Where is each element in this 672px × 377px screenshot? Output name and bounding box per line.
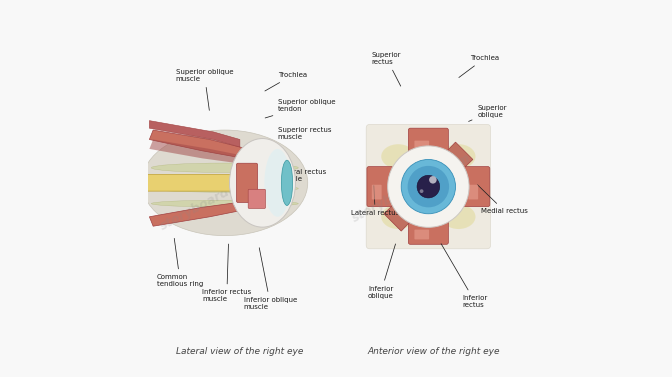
Polygon shape <box>149 130 247 158</box>
FancyBboxPatch shape <box>372 185 382 199</box>
FancyBboxPatch shape <box>248 189 265 208</box>
Text: Superior rectus
muscle: Superior rectus muscle <box>261 127 331 144</box>
Ellipse shape <box>230 139 296 227</box>
FancyBboxPatch shape <box>367 167 393 207</box>
FancyBboxPatch shape <box>409 218 448 244</box>
Text: Anterior view of the right eye: Anterior view of the right eye <box>368 347 500 356</box>
Text: Trochlea: Trochlea <box>459 55 499 78</box>
Text: Superior oblique
muscle: Superior oblique muscle <box>176 69 233 110</box>
FancyBboxPatch shape <box>415 141 429 152</box>
Polygon shape <box>384 205 409 231</box>
Ellipse shape <box>151 185 298 192</box>
FancyBboxPatch shape <box>237 163 257 202</box>
Circle shape <box>417 175 439 198</box>
FancyBboxPatch shape <box>464 167 490 207</box>
Circle shape <box>388 146 469 227</box>
FancyBboxPatch shape <box>468 185 478 199</box>
Ellipse shape <box>264 149 291 217</box>
Text: Inferior oblique
muscle: Inferior oblique muscle <box>244 248 297 310</box>
FancyBboxPatch shape <box>415 230 429 239</box>
Ellipse shape <box>151 163 298 173</box>
Ellipse shape <box>442 144 476 169</box>
Polygon shape <box>149 121 240 147</box>
Text: Superior oblique
tendon: Superior oblique tendon <box>265 99 335 118</box>
Text: Medial rectus: Medial rectus <box>478 185 528 214</box>
Text: Lateral view of the right eye: Lateral view of the right eye <box>176 347 304 356</box>
Ellipse shape <box>282 160 292 205</box>
Ellipse shape <box>151 200 298 207</box>
FancyBboxPatch shape <box>366 124 491 249</box>
Circle shape <box>420 189 423 193</box>
Text: Lateral rectus
muscle: Lateral rectus muscle <box>265 169 326 182</box>
FancyBboxPatch shape <box>146 175 239 191</box>
Text: Lateral rectus: Lateral rectus <box>351 185 399 216</box>
Text: Superior
oblique: Superior oblique <box>468 105 507 121</box>
Circle shape <box>408 166 449 207</box>
Polygon shape <box>149 202 247 226</box>
Polygon shape <box>149 139 247 164</box>
Ellipse shape <box>442 204 476 229</box>
Polygon shape <box>447 142 473 168</box>
FancyBboxPatch shape <box>409 128 448 155</box>
Text: storyboardme.com: storyboardme.com <box>349 152 473 225</box>
Text: storyboardme.com: storyboardme.com <box>157 159 281 233</box>
Text: Superior
rectus: Superior rectus <box>372 52 401 86</box>
Ellipse shape <box>381 204 415 229</box>
Text: Common
tendious ring: Common tendious ring <box>157 238 203 287</box>
Text: Inferior rectus
muscle: Inferior rectus muscle <box>202 244 251 302</box>
Ellipse shape <box>381 144 415 169</box>
Text: Inferior
rectus: Inferior rectus <box>441 244 488 308</box>
Circle shape <box>401 159 456 214</box>
Ellipse shape <box>142 130 308 236</box>
Text: Inferior
oblique: Inferior oblique <box>368 244 396 299</box>
Text: Trochlea: Trochlea <box>265 72 306 91</box>
Circle shape <box>429 176 437 184</box>
